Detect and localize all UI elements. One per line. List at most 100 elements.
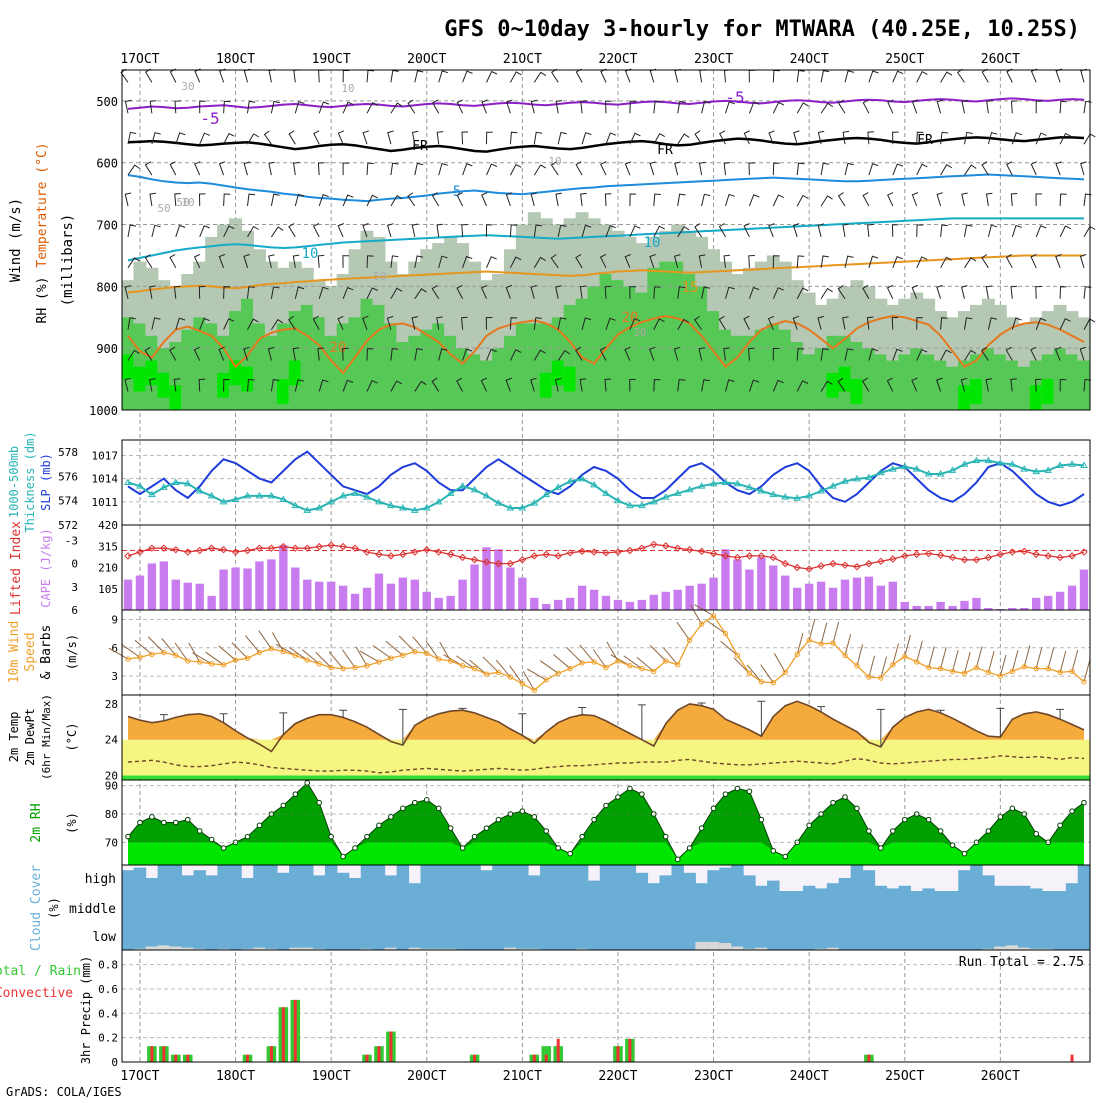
wind-barb bbox=[837, 377, 846, 392]
wind-barb bbox=[796, 287, 809, 299]
wind-barb bbox=[247, 133, 260, 145]
wind-barb bbox=[725, 379, 735, 392]
cloud-low-clear bbox=[1041, 948, 1055, 950]
surface-wind-barb bbox=[733, 657, 750, 674]
cape-bar bbox=[482, 547, 491, 610]
li-marker bbox=[745, 552, 754, 560]
cloud-middle-cell bbox=[958, 891, 971, 921]
thickness-marker bbox=[757, 487, 766, 494]
rh-bright-patch bbox=[276, 379, 290, 404]
cloud-low-cell bbox=[779, 921, 792, 950]
thickness-marker bbox=[853, 474, 861, 482]
li-marker bbox=[195, 546, 204, 555]
rh2m-marker bbox=[890, 828, 896, 834]
wind-barb bbox=[438, 255, 448, 268]
cloud-low-clear bbox=[719, 943, 732, 950]
cloud-low-cell bbox=[181, 921, 194, 950]
wind-barb bbox=[960, 285, 968, 299]
cape-bar bbox=[1043, 595, 1053, 610]
wind-barb bbox=[1080, 68, 1087, 83]
cloud-high-cell bbox=[671, 865, 684, 891]
wind-barb bbox=[390, 102, 403, 114]
wind-barb bbox=[1055, 253, 1062, 268]
wind-barb bbox=[867, 223, 874, 237]
surface-wind-barb bbox=[832, 621, 840, 644]
wind-barb bbox=[293, 69, 300, 83]
wind-barb bbox=[772, 379, 784, 392]
wind-barb bbox=[820, 70, 830, 83]
thickness-marker bbox=[924, 470, 933, 477]
cloud-high-cell bbox=[540, 865, 553, 891]
wind-speed-marker bbox=[842, 652, 848, 659]
cloud-low-cell bbox=[946, 921, 959, 950]
cloud-low-cell bbox=[898, 921, 911, 950]
cloud-middle-cell bbox=[348, 891, 362, 921]
wind-barb bbox=[268, 254, 275, 268]
wind-barb bbox=[436, 131, 444, 145]
surface-wind-barb bbox=[385, 640, 404, 656]
x-tick-label-top: 25OCT bbox=[885, 52, 924, 67]
wind-barb bbox=[247, 193, 256, 207]
wind-barb bbox=[837, 192, 846, 207]
isotherm-label: 50 bbox=[157, 202, 170, 215]
cloud-low-cell bbox=[456, 921, 469, 950]
thickness-marker bbox=[996, 459, 1005, 466]
surface-wind-barb bbox=[880, 656, 887, 679]
rh2m-marker bbox=[842, 794, 848, 800]
cloud-low-cell bbox=[289, 921, 302, 950]
cloud-high-cell bbox=[444, 865, 457, 891]
li-marker bbox=[829, 559, 837, 568]
wind-barb bbox=[862, 284, 870, 299]
cape-bar bbox=[793, 587, 802, 610]
wind-barb bbox=[270, 379, 280, 392]
li-marker bbox=[458, 553, 467, 562]
cape-tick-label: 105 bbox=[98, 583, 118, 596]
cape-bar bbox=[1055, 591, 1065, 610]
wind-speed-marker bbox=[639, 665, 645, 672]
thickness-marker bbox=[709, 479, 718, 487]
wind-barb bbox=[837, 284, 846, 300]
temp-max-whisker bbox=[876, 708, 885, 747]
wind-speed-marker bbox=[675, 662, 681, 668]
wind-barb bbox=[629, 225, 641, 238]
wind-barb bbox=[247, 318, 259, 330]
thickness-marker bbox=[494, 499, 503, 506]
wind-barb bbox=[653, 133, 666, 145]
cloud-low-cell bbox=[958, 921, 971, 950]
cloud-low-clear bbox=[826, 947, 840, 950]
wind-barb bbox=[551, 68, 559, 83]
wind-barb bbox=[509, 317, 518, 330]
wind10m-panel: 3 6 9 10m Wind Speed & Barbs (m/s) bbox=[7, 604, 1091, 693]
wind-barb bbox=[604, 193, 612, 207]
x-tick-label-bottom: 26OCT bbox=[981, 1069, 1020, 1084]
wind-barb bbox=[173, 378, 181, 392]
wind-barb bbox=[723, 254, 731, 268]
rh-bright-patch bbox=[551, 360, 565, 386]
thickness-marker bbox=[518, 504, 527, 511]
rh-green-column bbox=[456, 348, 470, 410]
rh-green-column bbox=[814, 348, 828, 410]
wind-barb bbox=[387, 130, 394, 145]
temp-panel: 20 24 28 2m Temp 2m DewPt (6hr Min/Max) (°C) bbox=[7, 694, 1090, 783]
cloud-middle-cell bbox=[121, 891, 135, 921]
li-marker bbox=[721, 552, 730, 560]
cloud-middle-cell bbox=[468, 891, 481, 921]
surface-wind-barb bbox=[271, 632, 284, 652]
surface-wind-barb bbox=[773, 653, 786, 673]
wind-speed-marker bbox=[519, 680, 526, 687]
x-tick-label-bottom: 17OCT bbox=[120, 1069, 159, 1084]
wind-speed-marker bbox=[340, 665, 346, 672]
isotherm-label: 10 bbox=[302, 246, 319, 262]
cloud-high-cell bbox=[898, 885, 911, 891]
pressure-tick-label: 700 bbox=[96, 219, 118, 233]
cloud-high-cell bbox=[719, 867, 732, 891]
wind-barb bbox=[743, 223, 750, 238]
thickness-marker bbox=[171, 478, 180, 485]
cloud-middle-cell bbox=[169, 891, 183, 921]
cloud-low-cell bbox=[719, 921, 732, 950]
wind-speed-marker bbox=[579, 660, 585, 666]
surface-wind-barb bbox=[1071, 649, 1079, 672]
li-marker bbox=[506, 559, 515, 568]
cloud-low-clear bbox=[241, 948, 254, 950]
precip-total-bar bbox=[541, 1046, 552, 1062]
